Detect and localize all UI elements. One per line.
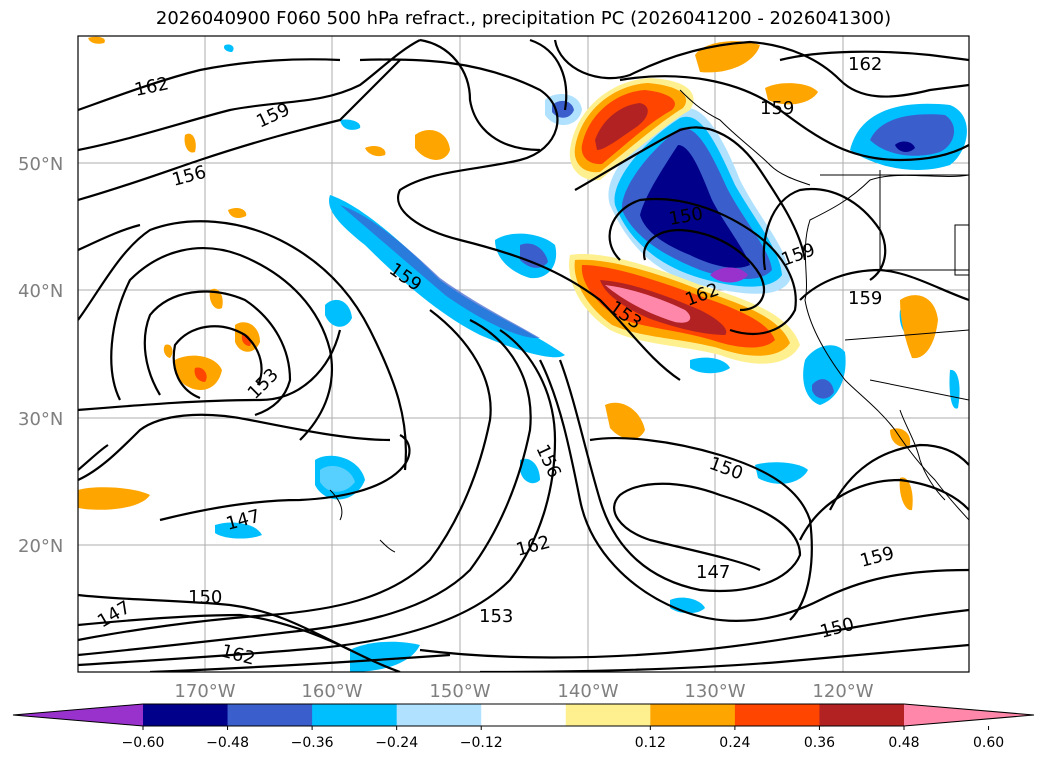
colorbar-bin: [227, 704, 313, 726]
shade-neg-mid-2: [520, 243, 548, 268]
map-title: 2026040900 F060 500 hPa refract., precip…: [155, 8, 892, 29]
shade-neg-large-4: [640, 145, 750, 268]
lon-label: 170°W: [174, 681, 235, 702]
shade-pos-band-5: [605, 285, 691, 323]
colorbar-extend-low: [13, 704, 143, 726]
colorbar-tick-label: −0.36: [291, 735, 334, 751]
lat-labels: 50°N 40°N 30°N 20°N: [18, 154, 63, 557]
contour-labels: 162 159 156 159 156 153 147 150 147 150 …: [94, 54, 896, 670]
shade-pos-north-4: [595, 103, 648, 150]
contour-label: 159: [760, 98, 794, 119]
colorbar-tick-label: 0.48: [888, 735, 919, 751]
contours: [78, 38, 969, 672]
colorbar-bin: [565, 704, 651, 726]
lon-label: 150°W: [429, 681, 490, 702]
contour-label: 162: [848, 54, 882, 75]
shade-neg-band-2: [340, 205, 540, 339]
contour-label: 159: [848, 288, 882, 309]
lat-label: 50°N: [18, 154, 63, 175]
lat-label: 20°N: [18, 536, 63, 557]
colorbar-tick-label: −0.24: [375, 735, 418, 751]
shade-neg-ne-2: [870, 114, 955, 156]
lat-label: 40°N: [18, 281, 63, 302]
colorbar: −0.60 −0.48 −0.36 −0.24 −0.12 0.12 0.24 0.36 0.4…: [12, 703, 1035, 751]
colorbar-extend-high: [904, 704, 1034, 726]
colorbar-tick-label: −0.60: [122, 735, 165, 751]
contour-label: 147: [696, 562, 730, 583]
shade-neg-large-5: [710, 267, 748, 283]
contour-label: 150: [188, 587, 222, 608]
colorbar-bin: [396, 704, 482, 726]
colorbar-tick-label: 0.24: [719, 735, 750, 751]
coastlines: [329, 89, 969, 553]
colorbar-tick-label: 0.12: [635, 735, 666, 751]
lon-label: 160°W: [301, 681, 362, 702]
colorbar-bin: [143, 704, 229, 726]
colorbar-bin: [734, 704, 820, 726]
shade-neg-ne-3: [895, 141, 915, 152]
colorbar-bin: [312, 704, 398, 726]
lat-label: 30°N: [18, 409, 63, 430]
contour-label: 153: [479, 606, 513, 627]
lon-label: 130°W: [684, 681, 745, 702]
colorbar-bin: [819, 704, 905, 726]
lon-labels: 170°W 160°W 150°W 140°W 130°W 120°W: [174, 681, 873, 702]
precip-shading: [78, 36, 967, 672]
colorbar-tick-label: 0.60: [973, 735, 1004, 751]
lon-label: 140°W: [557, 681, 618, 702]
colorbar-bin: [650, 704, 736, 726]
colorbar-tick-label: −0.12: [460, 735, 503, 751]
lon-label: 120°W: [812, 681, 873, 702]
map-frame: [77, 35, 970, 673]
colorbar-tick-label: −0.48: [206, 735, 249, 751]
colorbar-tick-label: 0.36: [804, 735, 835, 751]
colorbar-bin: [481, 704, 567, 726]
